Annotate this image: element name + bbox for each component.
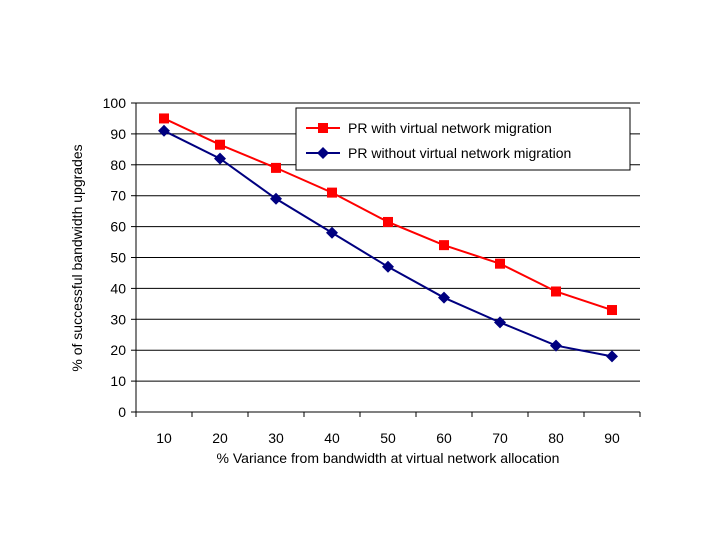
y-tick-label: 50 xyxy=(110,250,126,266)
data-point xyxy=(159,113,169,124)
y-tick-label: 60 xyxy=(110,219,126,235)
y-tick-label: 10 xyxy=(110,373,126,389)
legend-label: PR with virtual network migration xyxy=(348,120,552,136)
legend-marker xyxy=(317,147,329,159)
y-tick-label: 20 xyxy=(110,342,126,358)
data-point xyxy=(439,240,449,251)
data-point xyxy=(606,350,618,363)
y-tick-label: 40 xyxy=(110,280,126,296)
data-point xyxy=(550,339,562,352)
legend-label: PR without virtual network migration xyxy=(348,145,571,161)
data-point xyxy=(607,305,617,316)
x-tick-label: 90 xyxy=(604,430,620,446)
data-point xyxy=(214,152,226,165)
y-tick-label: 80 xyxy=(110,157,126,173)
y-tick-label: 70 xyxy=(110,188,126,204)
series-1 xyxy=(159,113,617,316)
data-point xyxy=(551,286,561,297)
x-tick-label: 30 xyxy=(268,430,284,446)
legend: PR with virtual network migration PR with… xyxy=(295,107,631,171)
x-tick-label: 20 xyxy=(212,430,228,446)
data-point xyxy=(327,187,337,198)
y-tick-label: 100 xyxy=(103,95,127,111)
x-tick-label: 10 xyxy=(156,430,172,446)
data-point xyxy=(326,226,338,239)
x-tick-label: 50 xyxy=(380,430,396,446)
data-point xyxy=(495,258,505,269)
x-tick-label: 80 xyxy=(548,430,564,446)
data-point xyxy=(438,291,450,304)
y-tick-label: 30 xyxy=(110,311,126,327)
y-axis-title: % of successful bandwidth upgrades xyxy=(69,144,85,371)
data-point xyxy=(494,316,506,329)
data-point xyxy=(158,124,170,137)
legend-marker xyxy=(318,123,328,133)
data-point xyxy=(383,216,393,227)
axes xyxy=(131,102,641,417)
x-tick-labels: 10 20 30 40 50 60 70 80 90 xyxy=(156,430,620,446)
x-tick-label: 70 xyxy=(492,430,508,446)
y-tick-labels: 0 10 20 30 40 50 60 70 80 90 100 xyxy=(103,95,127,420)
data-point xyxy=(215,139,225,150)
y-tick-label: 90 xyxy=(110,126,126,142)
data-point xyxy=(270,192,282,205)
x-tick-label: 40 xyxy=(324,430,340,446)
legend-item: PR with virtual network migration xyxy=(306,120,552,136)
x-axis-title: % Variance from bandwidth at virtual net… xyxy=(217,450,560,466)
x-tick-label: 60 xyxy=(436,430,452,446)
series xyxy=(158,113,618,363)
legend-item: PR without virtual network migration xyxy=(306,145,571,161)
data-point xyxy=(382,260,394,273)
y-tick-label: 0 xyxy=(118,404,126,420)
series-2 xyxy=(158,124,618,363)
legend-box xyxy=(295,107,631,171)
data-point xyxy=(271,162,281,173)
